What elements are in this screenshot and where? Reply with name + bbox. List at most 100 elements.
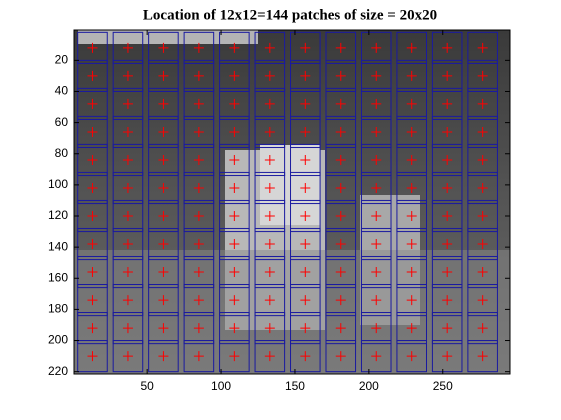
patch-box (396, 59, 427, 92)
patch-box (467, 199, 498, 233)
patch-box (290, 199, 321, 233)
patch-center (335, 154, 346, 165)
patch-box (290, 31, 321, 64)
patch-box (77, 115, 108, 149)
patch-box (254, 227, 286, 261)
patch-box (112, 59, 144, 92)
patch-center (87, 126, 98, 137)
patch-box (254, 59, 286, 92)
patch-box (112, 171, 144, 205)
patch-box (467, 59, 498, 92)
patch-box (112, 115, 144, 149)
patch-box (325, 87, 357, 121)
patch-center (158, 239, 169, 250)
patch-center (87, 211, 98, 222)
patch-center (371, 126, 382, 137)
patch-center (87, 98, 98, 109)
patch-box (183, 59, 215, 92)
patch-center (122, 211, 133, 222)
patch-box (360, 255, 392, 289)
patch-center (122, 267, 133, 278)
patch-box (467, 227, 498, 261)
patch-box (467, 87, 498, 121)
patch-center (406, 267, 417, 278)
patch-box (77, 87, 108, 121)
patch-center (371, 182, 382, 193)
patch-box (325, 255, 357, 289)
patch-box (360, 171, 392, 205)
patch-box (183, 312, 215, 345)
patch-center (158, 182, 169, 193)
patch-box (396, 143, 427, 177)
patch-box (148, 143, 179, 177)
patch-box (360, 340, 392, 373)
patch-center (229, 126, 240, 137)
patch-box (360, 199, 392, 233)
patch-center (122, 42, 133, 53)
patch-box (396, 283, 427, 317)
patch-center (87, 42, 98, 53)
patch-box (290, 87, 321, 121)
patch-center (264, 42, 275, 53)
patch-center (371, 239, 382, 250)
patch-center (371, 154, 382, 165)
patch-center (300, 211, 311, 222)
y-tick-label: 80 (55, 146, 69, 160)
patch-box (148, 199, 179, 233)
patch-center (158, 323, 169, 334)
x-tick-label: 200 (359, 379, 379, 393)
patch-box (325, 199, 357, 233)
patch-center (193, 70, 204, 81)
patch-center (87, 323, 98, 334)
patch-center (406, 126, 417, 137)
patch-box (219, 115, 250, 149)
patch-box (112, 283, 144, 317)
patch-box (148, 255, 179, 289)
patch-center (158, 70, 169, 81)
patch-center (193, 239, 204, 250)
patch-center (122, 70, 133, 81)
axes-frame (73, 29, 511, 375)
patch-center (335, 126, 346, 137)
patch-center (122, 98, 133, 109)
y-tick-label: 200 (48, 333, 68, 347)
y-tick-label: 40 (55, 84, 69, 98)
patch-center (264, 239, 275, 250)
patch-box (183, 199, 215, 233)
patch-box (290, 143, 321, 177)
patch-center (229, 70, 240, 81)
patch-box (77, 340, 108, 373)
patch-center (264, 126, 275, 137)
patch-box (431, 143, 463, 177)
patch-center (371, 98, 382, 109)
patch-center (158, 211, 169, 222)
patch-box (431, 255, 463, 289)
patch-box (148, 87, 179, 121)
patch-box (148, 312, 179, 345)
patch-box (183, 87, 215, 121)
patch-center (158, 126, 169, 137)
patch-center (442, 42, 453, 53)
patch-box (467, 31, 498, 64)
patch-center (442, 323, 453, 334)
patch-box (325, 143, 357, 177)
patch-center (442, 267, 453, 278)
patch-center (406, 70, 417, 81)
patch-box (183, 143, 215, 177)
patch-center (300, 267, 311, 278)
patch-box (467, 115, 498, 149)
patch-box (290, 171, 321, 205)
patch-center (335, 267, 346, 278)
patch-center (335, 98, 346, 109)
patch-center (122, 323, 133, 334)
patch-box (254, 255, 286, 289)
patch-center (335, 239, 346, 250)
patch-center (300, 42, 311, 53)
patch-center (300, 126, 311, 137)
patch-box (325, 312, 357, 345)
patch-box (290, 59, 321, 92)
patch-box (148, 59, 179, 92)
patch-box (396, 87, 427, 121)
patch-box (325, 171, 357, 205)
